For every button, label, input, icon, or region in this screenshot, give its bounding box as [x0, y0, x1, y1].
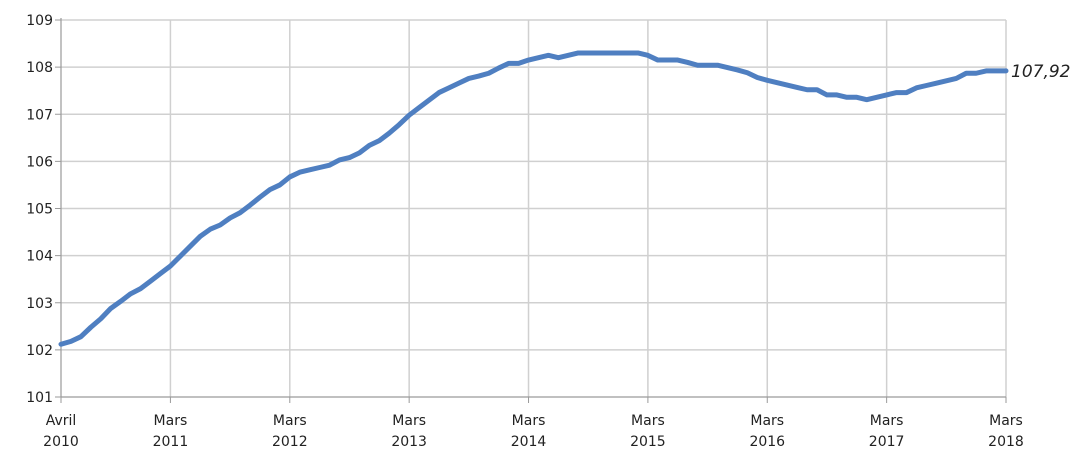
x-axis-labels: Avril 2010 Mars 2011 Mars 2012 Mars 2013 Mars 201…: [43, 413, 1024, 450]
x-tick-label-month: Mars: [273, 413, 307, 429]
x-tick-label-year: 2013: [391, 434, 427, 450]
y-tick-label: 106: [26, 154, 53, 170]
x-tick-label-month: Mars: [870, 413, 904, 429]
series-layer: [58, 50, 1009, 347]
x-tick-label-month: Mars: [154, 413, 188, 429]
end-value-label: 107,92: [1011, 62, 1070, 82]
y-tick-label: 105: [26, 202, 53, 218]
gridlines: [61, 19, 1007, 397]
x-tick-label-month: Mars: [989, 413, 1023, 429]
x-tick-label-month: Avril: [46, 413, 77, 429]
x-tick-label-year: 2010: [43, 434, 79, 450]
y-tick-label: 107: [26, 107, 53, 123]
y-tick-label: 108: [26, 60, 53, 76]
y-tick-label: 104: [26, 249, 53, 265]
y-tick-label: 101: [26, 390, 53, 406]
x-tick-label-year: 2016: [749, 434, 785, 450]
y-tick-label: 109: [26, 13, 53, 29]
y-tick-label: 102: [26, 343, 53, 359]
x-tick-label-year: 2011: [153, 434, 189, 450]
x-tick-label-month: Mars: [631, 413, 665, 429]
axes: [55, 18, 1007, 403]
x-tick-label-month: Mars: [750, 413, 784, 429]
y-axis-labels: 101 102 103 104 105 106 107 108 109: [26, 13, 53, 406]
x-tick-label-year: 2014: [511, 434, 547, 450]
x-tick-label-year: 2018: [988, 434, 1024, 450]
x-tick-label-year: 2015: [630, 434, 666, 450]
y-tick-label: 103: [26, 296, 53, 312]
x-tick-label-month: Mars: [392, 413, 426, 429]
x-tick-label-year: 2017: [869, 434, 905, 450]
series-line: [58, 50, 1009, 347]
x-tick-label-year: 2012: [272, 434, 308, 450]
x-tick-label-month: Mars: [512, 413, 546, 429]
